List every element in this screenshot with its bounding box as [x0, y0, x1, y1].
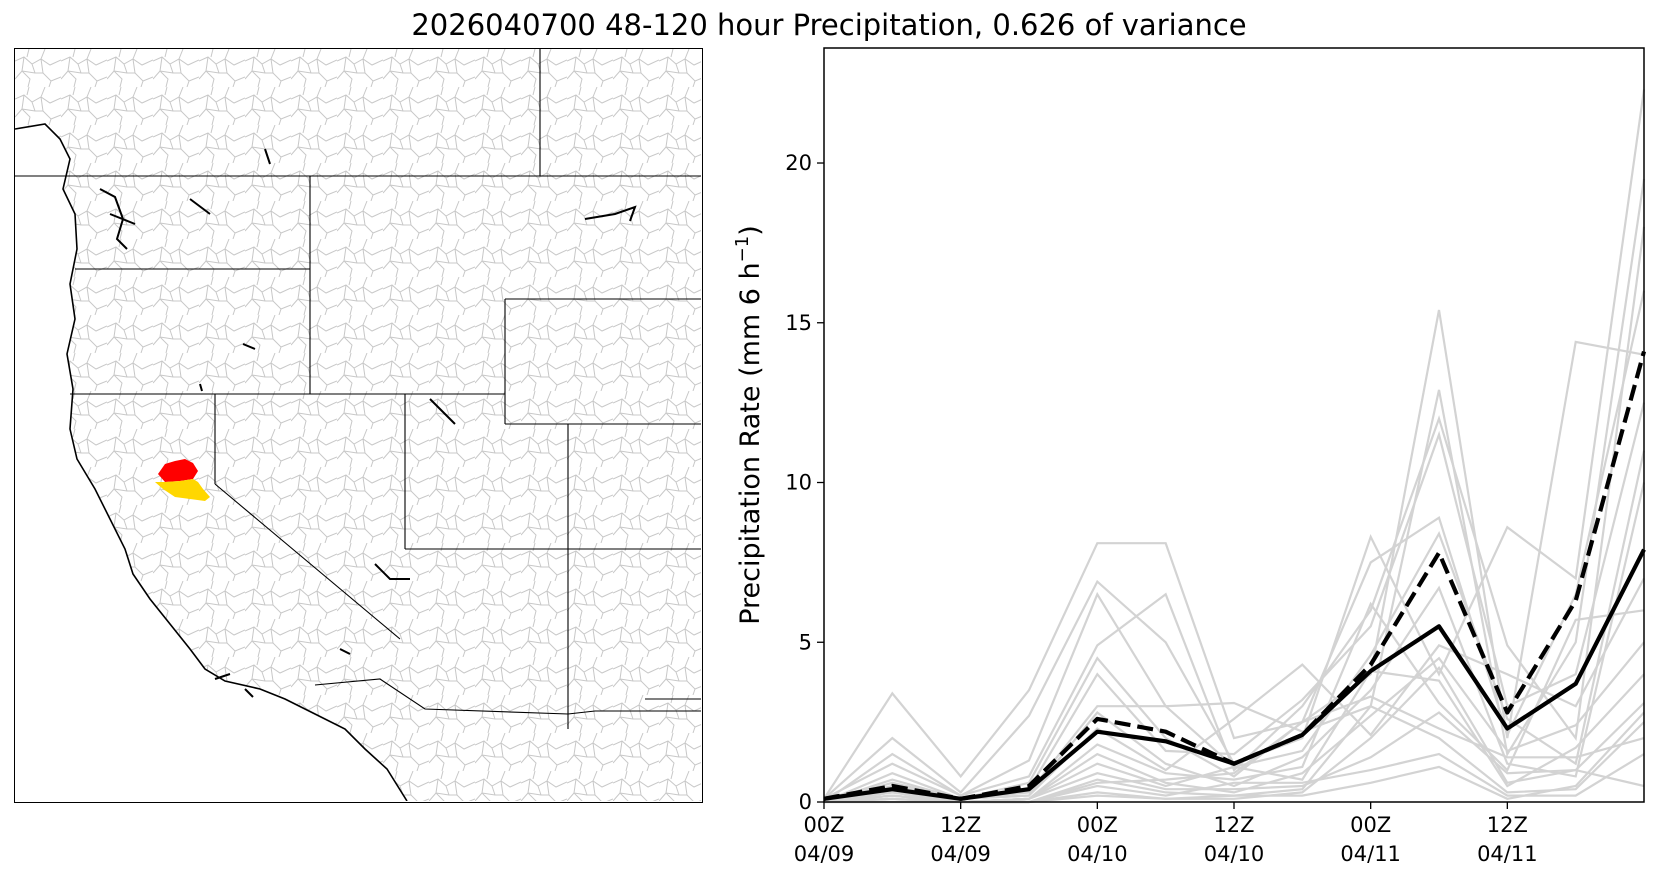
mean-series: [823, 350, 1647, 801]
x-tick-label-date: 04/11: [1477, 842, 1538, 866]
x-axis-ticks: 00Z 04/09 12Z 04/09 00Z 04/10 12Z 04/10 00Z 04/11…: [794, 802, 1538, 866]
water-bodies: [99, 148, 637, 698]
x-tick-label-date: 04/11: [1340, 842, 1401, 866]
ensemble-line-7: [823, 450, 1646, 804]
basin-highlight-upper: [158, 459, 198, 482]
y-tick-label: 10: [785, 471, 812, 495]
x-tick-label-time: 12Z: [940, 813, 981, 837]
x-tick-label-time: 00Z: [1350, 813, 1391, 837]
western-us-basin-map-icon: [15, 49, 701, 801]
basin-highlight-lower: [155, 479, 210, 501]
x-tick-label-time: 00Z: [1077, 813, 1118, 837]
ensemble-line-4: [823, 226, 1646, 800]
y-tick-label: 0: [799, 790, 812, 814]
ensemble-members: [823, 89, 1646, 804]
x-tick-label-time: 12Z: [1487, 813, 1528, 837]
ensemble-line-1: [823, 309, 1645, 800]
y-tick-label: 5: [799, 630, 812, 654]
x-tick-label-time: 00Z: [803, 813, 844, 837]
ensemble-line-5: [823, 290, 1646, 804]
figure-title: 2026040700 48-120 hour Precipitation, 0.…: [411, 8, 1247, 42]
y-tick-label: 20: [785, 151, 812, 175]
coastline: [15, 123, 408, 801]
state-borders: [15, 49, 701, 729]
y-tick-label: 15: [785, 311, 812, 335]
dashed-series-line: [823, 350, 1647, 801]
x-tick-label-time: 12Z: [1213, 813, 1254, 837]
x-tick-label-date: 04/10: [1204, 842, 1265, 866]
basin-map: [14, 48, 703, 803]
y-axis-label: Precipitation Rate (mm 6 h−1): [732, 225, 766, 625]
x-tick-label-date: 04/09: [794, 842, 855, 866]
x-tick-label-date: 04/10: [1067, 842, 1128, 866]
y-axis-ticks: 0 5 10 15 20: [785, 151, 824, 814]
x-tick-label-date: 04/09: [930, 842, 991, 866]
